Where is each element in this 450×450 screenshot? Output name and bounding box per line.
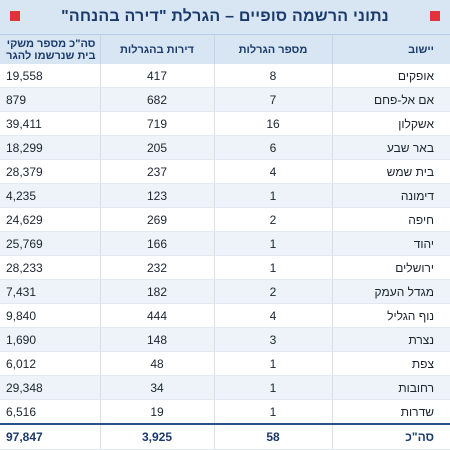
cell-city: באר שבע — [331, 135, 450, 160]
cell-registrants: 18,299 — [0, 135, 100, 160]
cell-registrants: 4,235 — [0, 183, 100, 208]
cell-apartments: 682 — [99, 87, 214, 112]
cell-apartments: 48 — [99, 351, 214, 376]
cell-registrants: 1,690 — [0, 327, 100, 352]
cell-city: יהוד — [331, 231, 450, 256]
cell-lotteries: 1 — [213, 183, 332, 208]
cell-registrants: 29,348 — [0, 375, 100, 400]
cell-city: מגדל העמק — [331, 279, 450, 304]
total-apartments: 3,925 — [99, 423, 214, 450]
cell-registrants: 19,558 — [0, 64, 100, 88]
table-body: אופקים 8 417 19,558 אם אל-פחם 7 682 879 אשקלון 16… — [0, 64, 450, 450]
cell-apartments: 166 — [99, 231, 214, 256]
cell-apartments: 123 — [99, 183, 214, 208]
cell-apartments: 269 — [99, 207, 214, 232]
total-row: סה"כ 58 3,925 97,847 — [0, 423, 450, 450]
cell-registrants: 6,516 — [0, 399, 100, 425]
red-square-icon — [10, 11, 20, 21]
cell-lotteries: 1 — [213, 231, 332, 256]
header-registrants-line1: סה"כ מספר משקי — [6, 37, 96, 50]
cell-apartments: 34 — [99, 375, 214, 400]
table-row: שדרות 1 19 6,516 — [0, 399, 450, 425]
header-city: יישוב — [331, 35, 450, 64]
cell-apartments: 148 — [99, 327, 214, 352]
cell-registrants: 28,233 — [0, 255, 100, 280]
table-row: אשקלון 16 719 39,411 — [0, 111, 450, 136]
cell-apartments: 182 — [99, 279, 214, 304]
cell-registrants: 9,840 — [0, 303, 100, 328]
cell-lotteries: 2 — [213, 279, 332, 304]
cell-lotteries: 2 — [213, 207, 332, 232]
cell-city: אופקים — [331, 64, 450, 88]
table-row: אם אל-פחם 7 682 879 — [0, 87, 450, 112]
table-row: רחובות 1 34 29,348 — [0, 375, 450, 400]
table-header-row: יישוב מספר הגרלות דירות בהגרלות סה"כ מספ… — [0, 35, 450, 64]
cell-city: רחובות — [331, 375, 450, 400]
cell-lotteries: 3 — [213, 327, 332, 352]
registration-table: יישוב מספר הגרלות דירות בהגרלות סה"כ מספ… — [0, 35, 450, 450]
cell-registrants: 28,379 — [0, 159, 100, 184]
cell-lotteries: 6 — [213, 135, 332, 160]
title-bar: נתוני הרשמה סופיים – הגרלת "דירה בהנחה" — [0, 0, 450, 36]
cell-apartments: 719 — [99, 111, 214, 136]
total-lotteries: 58 — [213, 423, 332, 450]
cell-city: בית שמש — [331, 159, 450, 184]
cell-registrants: 24,629 — [0, 207, 100, 232]
cell-registrants: 25,769 — [0, 231, 100, 256]
header-registrants: סה"כ מספר משקי בית שנרשמו להגר — [0, 35, 100, 64]
cell-city: שדרות — [331, 399, 450, 425]
cell-city: צפת — [331, 351, 450, 376]
table-row: בית שמש 4 237 28,379 — [0, 159, 450, 184]
table-row: נצרת 3 148 1,690 — [0, 327, 450, 352]
cell-city: ירושלים — [331, 255, 450, 280]
page-title: נתוני הרשמה סופיים – הגרלת "דירה בהנחה" — [61, 8, 389, 25]
cell-city: נוף הגליל — [331, 303, 450, 328]
table-row: נוף הגליל 4 444 9,840 — [0, 303, 450, 328]
cell-apartments: 444 — [99, 303, 214, 328]
table-row: ירושלים 1 232 28,233 — [0, 255, 450, 280]
cell-apartments: 205 — [99, 135, 214, 160]
red-square-icon — [430, 11, 440, 21]
cell-registrants: 39,411 — [0, 111, 100, 136]
table-row: באר שבע 6 205 18,299 — [0, 135, 450, 160]
header-registrants-line2: בית שנרשמו להגר — [6, 49, 96, 62]
cell-lotteries: 7 — [213, 87, 332, 112]
cell-apartments: 417 — [99, 64, 214, 88]
cell-lotteries: 1 — [213, 351, 332, 376]
cell-registrants: 879 — [0, 87, 100, 112]
table-row: יהוד 1 166 25,769 — [0, 231, 450, 256]
cell-lotteries: 8 — [213, 64, 332, 88]
cell-lotteries: 16 — [213, 111, 332, 136]
table-row: חיפה 2 269 24,629 — [0, 207, 450, 232]
cell-city: נצרת — [331, 327, 450, 352]
cell-lotteries: 1 — [213, 375, 332, 400]
cell-city: אשקלון — [331, 111, 450, 136]
cell-city: חיפה — [331, 207, 450, 232]
header-lotteries: מספר הגרלות — [213, 35, 332, 64]
cell-city: דימונה — [331, 183, 450, 208]
cell-lotteries: 4 — [213, 159, 332, 184]
header-apartments: דירות בהגרלות — [99, 35, 214, 64]
cell-apartments: 232 — [99, 255, 214, 280]
cell-apartments: 237 — [99, 159, 214, 184]
cell-city: אם אל-פחם — [331, 87, 450, 112]
table-row: מגדל העמק 2 182 7,431 — [0, 279, 450, 304]
total-registrants: 97,847 — [0, 423, 100, 450]
cell-apartments: 19 — [99, 399, 214, 425]
cell-lotteries: 1 — [213, 255, 332, 280]
total-city: סה"כ — [331, 423, 450, 450]
table-row: אופקים 8 417 19,558 — [0, 64, 450, 88]
table-row: צפת 1 48 6,012 — [0, 351, 450, 376]
cell-registrants: 7,431 — [0, 279, 100, 304]
cell-lotteries: 4 — [213, 303, 332, 328]
table-row: דימונה 1 123 4,235 — [0, 183, 450, 208]
cell-registrants: 6,012 — [0, 351, 100, 376]
cell-lotteries: 1 — [213, 399, 332, 425]
